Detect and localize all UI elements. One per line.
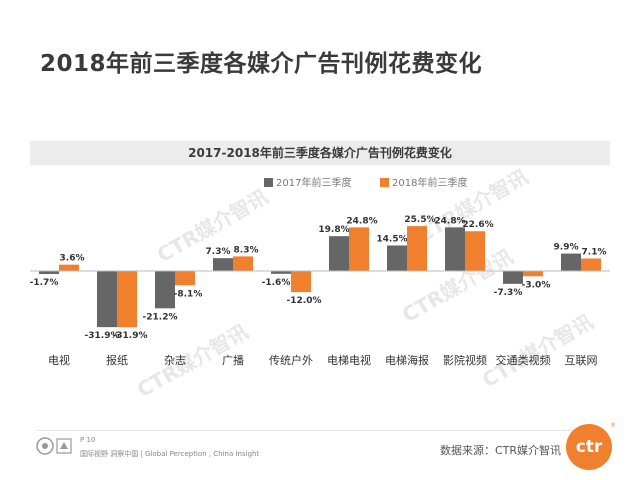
data-label: 25.5%: [404, 215, 435, 225]
data-label: 8.3%: [234, 245, 259, 255]
bar-2018: [233, 256, 253, 271]
bar-2017: [561, 253, 581, 271]
legend-label-2017: 2017年前三季度: [276, 178, 352, 189]
category-label: 电梯电视: [327, 353, 371, 367]
bar-2017: [445, 227, 465, 271]
data-label: 24.8%: [346, 216, 377, 226]
bar-2018: [175, 271, 195, 286]
bar-2018: [117, 271, 137, 328]
data-label: 9.9%: [554, 243, 579, 253]
bar-2017: [271, 271, 291, 274]
page-number: P 10: [80, 436, 96, 444]
data-label: -8.1%: [174, 289, 203, 299]
category-label: 电梯海报: [385, 353, 429, 367]
data-label: 3.6%: [60, 254, 85, 264]
bar-2018: [59, 264, 79, 271]
bar-2018: [291, 271, 311, 293]
footer-tagline: 国际视野 洞察中国 | Global Perception , China In…: [80, 450, 260, 458]
data-label: -7.3%: [494, 288, 523, 298]
data-label: -1.6%: [262, 278, 291, 288]
chart-title: 2017-2018年前三季度各媒介广告刊例花费变化: [188, 146, 452, 160]
bar-2017: [213, 258, 233, 271]
category-label: 电视: [48, 353, 70, 367]
category-label: 影院视频: [443, 353, 487, 367]
category-label: 传统户外: [269, 353, 313, 367]
bar-2018: [349, 227, 369, 271]
footer-divider: [36, 430, 576, 431]
data-label: -12.0%: [287, 296, 322, 306]
bar-2017: [387, 245, 407, 271]
legend-swatch-2017: [264, 178, 273, 187]
data-label: 19.8%: [318, 225, 349, 235]
ctr-logo: ctr: [566, 424, 612, 470]
bar-2017: [39, 271, 59, 274]
legend-item-2018: 2018年前三季度: [380, 174, 467, 189]
data-label: 7.1%: [582, 248, 607, 258]
data-label: 7.3%: [206, 247, 231, 257]
bar-2017: [329, 236, 349, 271]
bar-2017: [503, 271, 523, 284]
slide-title: 2018年前三季度各媒介广告刊例花费变化: [40, 51, 483, 77]
legend-item-2017: 2017年前三季度: [264, 174, 351, 189]
bar-2017: [97, 271, 117, 328]
data-label: -21.2%: [143, 312, 178, 322]
bar-2018: [523, 271, 543, 277]
category-label: 广播: [222, 353, 244, 367]
legend-swatch-2018: [380, 178, 389, 187]
data-label: -1.7%: [30, 278, 59, 288]
legend-label-2018: 2018年前三季度: [392, 178, 468, 189]
data-label: 22.6%: [462, 220, 493, 230]
category-label: 报纸: [106, 353, 128, 367]
bar-2017: [155, 271, 175, 309]
chart-title-bar: [30, 141, 610, 165]
data-label: -31.9%: [113, 331, 148, 341]
category-label: 互联网: [565, 354, 598, 367]
category-label: 交通类视频: [496, 353, 551, 367]
registered-mark: ®: [610, 422, 616, 429]
data-label: 24.8%: [434, 216, 465, 226]
certification-logos: [36, 436, 74, 456]
data-label: -31.9%: [85, 331, 120, 341]
data-source: 数据来源：CTR媒介智讯: [440, 444, 562, 457]
data-label: -3.0%: [522, 280, 551, 290]
bar-2018: [407, 226, 427, 271]
bar-2018: [465, 231, 485, 271]
bar-2018: [581, 258, 601, 271]
category-label: 杂志: [164, 354, 186, 367]
data-label: 14.5%: [376, 234, 407, 244]
